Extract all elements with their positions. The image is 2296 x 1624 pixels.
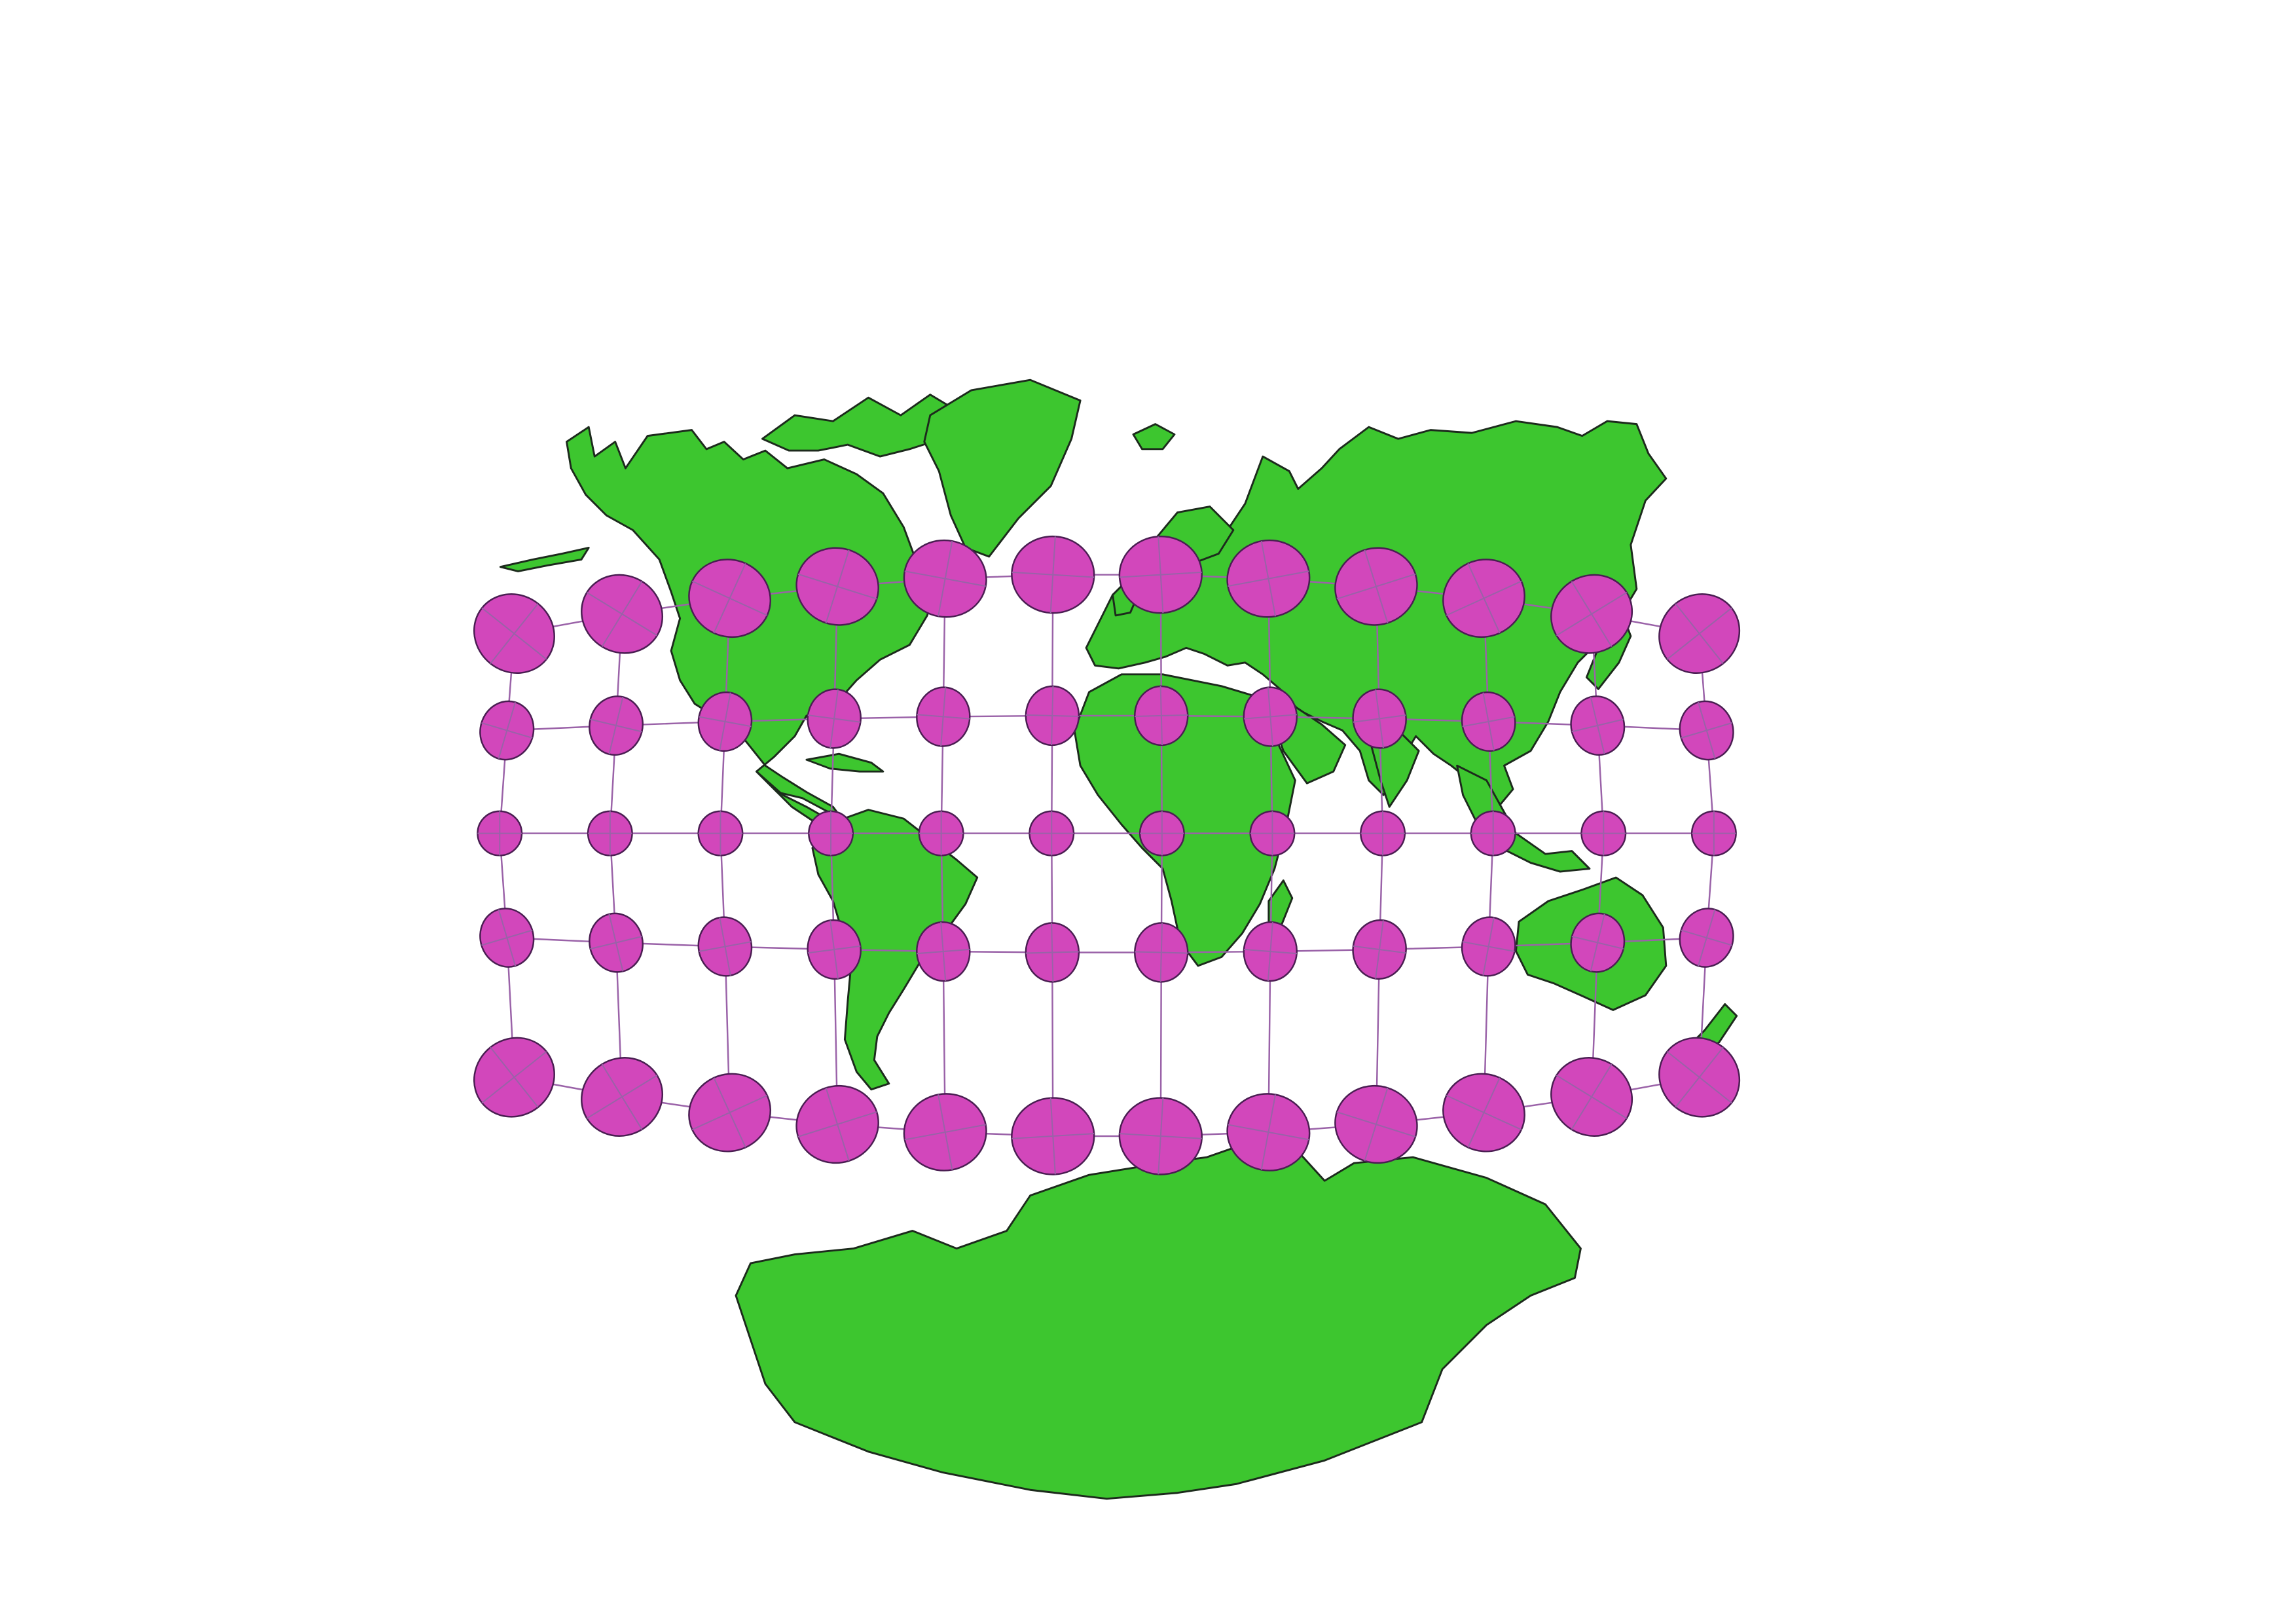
- tissot-axis-line: [1051, 923, 1054, 982]
- tissot-axis-line: [601, 581, 643, 647]
- tissot-axis-line: [1375, 920, 1384, 979]
- tissot-axis-line: [1698, 909, 1716, 967]
- tissot-axis-line: [490, 603, 539, 664]
- tissot-axis-line: [1698, 701, 1716, 759]
- tissot-axis-line: [713, 1077, 746, 1148]
- tissot-axis-line: [1571, 581, 1613, 647]
- tissot-axis-line: [1467, 563, 1501, 634]
- tissot-axis-line: [1364, 549, 1389, 623]
- tissot-axis-line: [1482, 917, 1495, 976]
- tissot-axis-line: [1675, 603, 1724, 664]
- tissot-axis-line: [1159, 923, 1163, 982]
- tissot-axis-line: [498, 702, 517, 759]
- madagascar: [1267, 879, 1294, 929]
- tissot-axis-line: [1157, 1098, 1164, 1175]
- tissot-axis-line: [1364, 1087, 1389, 1162]
- greenland: [923, 378, 1082, 558]
- tissot-axis-line: [940, 687, 947, 747]
- tissot-axis-line: [1590, 913, 1605, 972]
- tissot-axis-line: [825, 549, 850, 623]
- tissot-axis-line: [1049, 1098, 1056, 1175]
- tissot-axis-line: [1571, 1063, 1613, 1130]
- tissot-axis-line: [1482, 692, 1495, 751]
- tissot-axis-line: [1267, 922, 1273, 981]
- tissot-axis-line: [498, 909, 517, 967]
- tissot-axis-line: [713, 563, 746, 634]
- caribbean-islands: [805, 752, 884, 773]
- tissot-axis-line: [1467, 1077, 1501, 1148]
- tissot-axis-line: [829, 920, 839, 979]
- tissot-axis-line: [1049, 536, 1056, 614]
- tissot-axis-line: [1267, 687, 1273, 747]
- tissot-axis-line: [938, 541, 953, 617]
- tissot-axis-line: [1375, 689, 1384, 748]
- tissot-axis-line: [825, 1087, 850, 1162]
- tissot-axis-line: [608, 696, 624, 754]
- tissot-axis-line: [938, 1094, 953, 1170]
- tissot-axis-line: [1051, 686, 1054, 745]
- alaska-islands: [499, 547, 590, 572]
- tissot-indicatrices: [473, 535, 1741, 1175]
- tissot-axis-line: [608, 913, 624, 972]
- africa: [1073, 673, 1296, 967]
- tissot-axis-line: [490, 1046, 539, 1108]
- antarctica: [735, 1135, 1582, 1500]
- iceland: [1132, 423, 1176, 451]
- tissot-axis-line: [829, 689, 839, 748]
- tissot-axis-line: [601, 1063, 643, 1130]
- tissot-axis-line: [1260, 541, 1277, 617]
- tissot-axis-line: [1675, 1046, 1724, 1108]
- tissot-axis-line: [719, 692, 731, 751]
- tissot-axis-line: [940, 922, 947, 981]
- tissot-axis-line: [1260, 1094, 1277, 1170]
- tissot-axis-line: [719, 917, 731, 976]
- tissot-axis-line: [1590, 696, 1605, 754]
- tissot-axis-line: [1157, 536, 1164, 614]
- tissot-axis-line: [1159, 686, 1163, 745]
